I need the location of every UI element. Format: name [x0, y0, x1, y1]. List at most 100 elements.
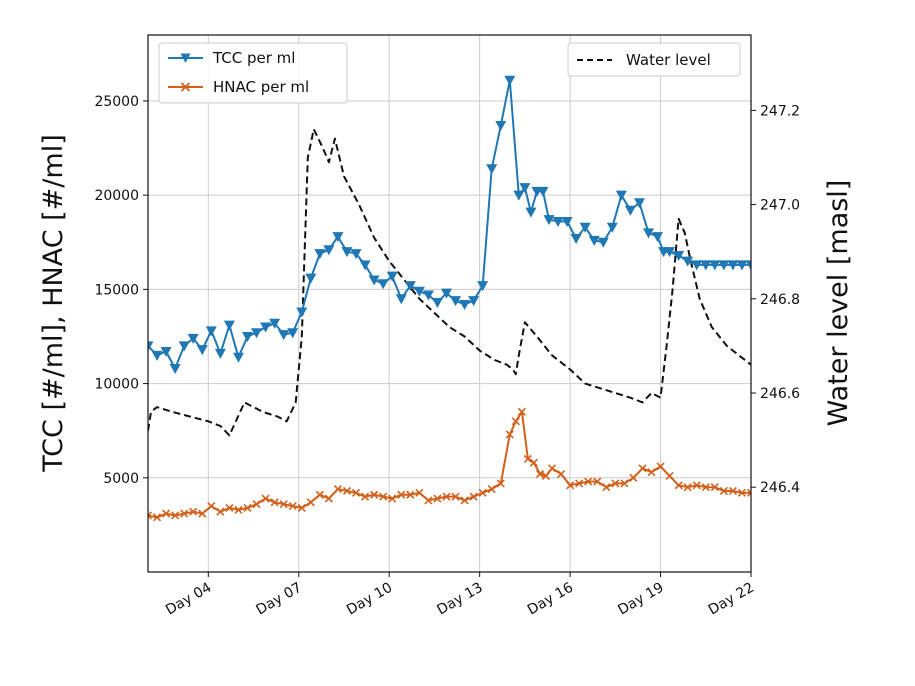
tcc-point [543, 215, 555, 226]
legend-left: TCC per ml HNAC per ml [158, 42, 348, 104]
hnac-point [505, 430, 514, 439]
tcc-point [450, 296, 462, 307]
tcc-point [606, 222, 618, 233]
hnac-line [148, 410, 751, 519]
hnac-point [496, 479, 505, 488]
tcc-point [709, 260, 721, 271]
hnac-point [424, 496, 433, 505]
hnac-point [342, 486, 352, 496]
tcc-point [561, 217, 573, 228]
tcc-point [691, 260, 703, 271]
tcc-point [223, 320, 235, 331]
tcc-point [160, 347, 172, 358]
hnac-point [297, 503, 306, 513]
tcc-point [404, 281, 416, 292]
hnac-point [566, 481, 575, 490]
hnac-point [433, 494, 442, 503]
hnac-point [556, 469, 566, 479]
tcc-point [251, 328, 263, 339]
tcc-point [468, 296, 480, 307]
tcc-point [700, 260, 712, 271]
hnac-point [584, 477, 593, 486]
tcc-point [431, 298, 443, 309]
hnac-point [487, 485, 496, 494]
hnac-point [270, 498, 279, 507]
legend-hnac-marker [180, 82, 191, 92]
hnac-point [575, 479, 584, 488]
tcc-point [178, 341, 190, 352]
y-tick-label: 10000 [94, 377, 139, 393]
tcc-point [151, 350, 163, 361]
tcc-point [287, 328, 299, 339]
tcc-point [486, 164, 498, 175]
hnac-point [620, 479, 629, 488]
tcc-point [495, 120, 507, 131]
hnac-point [180, 509, 189, 518]
hnac-point [216, 507, 225, 516]
tcc-line [148, 79, 751, 370]
hnac-point [638, 464, 647, 473]
hnac-point [171, 511, 180, 520]
tcc-point [377, 279, 389, 290]
tcc-point [504, 75, 516, 86]
hnac-point [243, 503, 252, 513]
y2-axis-label: Water level [masl] [823, 180, 854, 427]
water-level-series [148, 128, 751, 437]
hnac-point [523, 454, 532, 464]
hnac-point [361, 492, 370, 501]
water-level-line [148, 128, 751, 437]
hnac-series [148, 407, 751, 522]
tcc-point [673, 250, 685, 261]
y-tick-label: 15000 [94, 282, 139, 298]
tcc-point [314, 249, 326, 260]
hnac-point [728, 486, 737, 496]
tcc-point [664, 247, 676, 258]
legend-tcc-marker [180, 53, 191, 63]
legend-left-box [158, 42, 348, 104]
tcc-point [413, 286, 425, 297]
hnac-point [602, 483, 611, 492]
tcc-point [579, 222, 591, 233]
hnac-point [306, 498, 315, 507]
tcc-point [736, 260, 748, 271]
tcc-point [745, 260, 751, 271]
hnac-point [547, 464, 557, 473]
hnac-point [517, 407, 526, 416]
tcc-point [588, 235, 600, 246]
hnac-point [252, 500, 261, 509]
hnac-point [207, 501, 216, 511]
tcc-point [477, 281, 489, 292]
hnac-point [629, 473, 638, 482]
tcc-point [386, 271, 398, 282]
hnac-point [351, 488, 361, 497]
hnac-point [535, 469, 545, 479]
hnac-point [406, 490, 415, 499]
tcc-point [241, 331, 253, 342]
hnac-point [324, 494, 333, 503]
y2-tick-label: 246.8 [760, 292, 800, 308]
y2-tick-label: 246.4 [760, 480, 800, 496]
tcc-point [537, 186, 549, 197]
tcc-point [642, 228, 654, 239]
hnac-point [315, 490, 324, 499]
legend-right: Water level [567, 42, 741, 77]
hnac-point [460, 496, 469, 505]
tcc-point [350, 249, 362, 260]
y2-tick-label: 246.6 [760, 386, 800, 402]
tcc-point [570, 233, 582, 244]
hnac-point [261, 494, 270, 503]
legend-hnac-label: HNAC per ml [213, 78, 309, 96]
hnac-point [701, 483, 710, 492]
hnac-point [370, 490, 379, 499]
hnac-point [152, 513, 162, 522]
hnac-point [593, 477, 602, 486]
tcc-point [633, 198, 645, 209]
tcc-point [552, 217, 564, 228]
hnac-point [710, 483, 719, 492]
hnac-point [415, 488, 424, 497]
tcc-point [332, 232, 344, 243]
tcc-point [368, 275, 380, 286]
y2-tick-label: 247.2 [760, 103, 800, 119]
hnac-point [719, 486, 728, 496]
